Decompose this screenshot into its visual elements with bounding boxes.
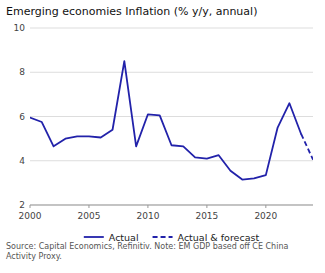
x-tick-label: 2020 [254,211,277,221]
title: Emerging economies Inflation (% y/y, ann… [6,5,257,18]
y-tick-label: 2 [19,200,25,210]
x-tick [88,205,89,208]
y-tick-label: 4 [19,156,25,166]
source-note: Source: Capital Economics, Refinitiv. No… [6,242,291,261]
legend-label: Actual [109,232,139,243]
x-tick [265,205,266,208]
plot-area [30,61,313,179]
series-line [30,61,301,179]
y-tick-label: 8 [19,67,25,77]
x-axis [30,205,313,206]
x-tick [147,205,148,208]
grid-line [30,28,313,29]
grid-line [30,205,313,206]
chart: Emerging economies Inflation (% y/y, ann… [0,0,325,273]
x-tick-label: 2010 [136,211,159,221]
legend-item: Actual [84,232,139,243]
x-tick [30,205,31,208]
grid-line [30,116,313,117]
x-tick-label: 2005 [78,211,101,221]
legend-label: Actual & forecast [178,232,260,243]
series-line [301,134,313,159]
legend-swatch [84,236,104,238]
y-tick-label: 10 [14,23,26,33]
grid-line [30,72,313,73]
legend-item: Actual & forecast [153,232,260,243]
y-tick-label: 6 [19,112,25,122]
x-tick-label: 2000 [19,211,42,221]
legend-swatch [153,236,173,238]
x-tick [206,205,207,208]
x-tick-label: 2015 [195,211,218,221]
legend: Actual Actual & forecast [84,232,260,243]
grid-line [30,160,313,161]
grid [30,28,313,205]
